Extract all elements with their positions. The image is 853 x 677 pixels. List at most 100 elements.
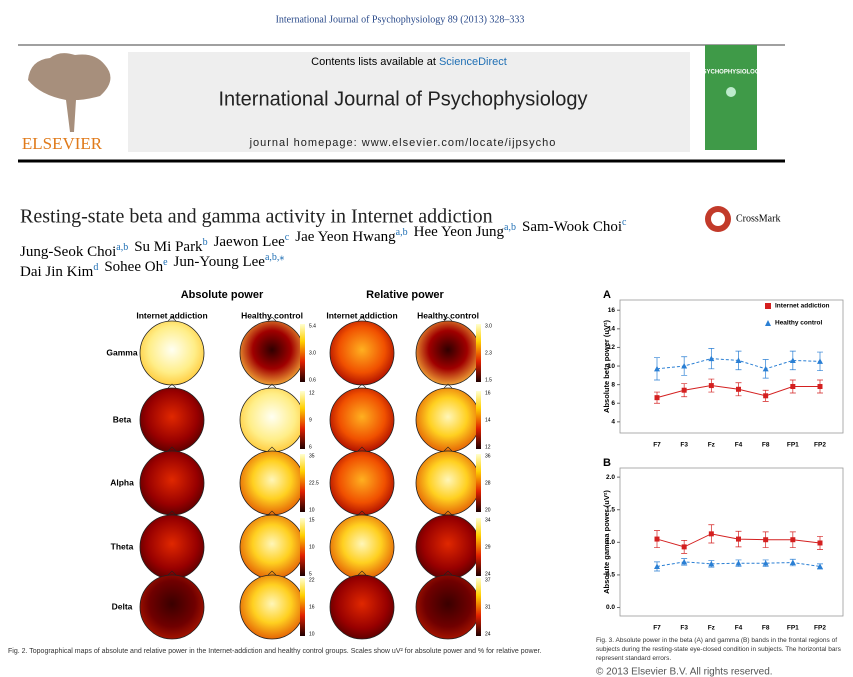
row-label: Gamma <box>106 347 137 357</box>
colorbar-label: 22.5 <box>309 480 319 486</box>
colorbar-label: 35 <box>309 453 315 459</box>
colorbar-label: 0.6 <box>309 377 316 383</box>
topomap <box>415 574 481 640</box>
group-label: Relative power <box>366 289 444 301</box>
colorbar-label: 16 <box>309 604 315 610</box>
topomap <box>329 387 395 453</box>
nose <box>443 510 453 516</box>
colorbar-label: 3.0 <box>309 350 316 356</box>
nose <box>357 446 367 452</box>
point <box>681 558 688 565</box>
point <box>736 536 741 542</box>
nose <box>267 510 277 516</box>
x-tick-label: FP2 <box>814 442 826 449</box>
topomap <box>415 320 481 386</box>
topomap <box>415 387 481 453</box>
article-title: Resting-state beta and gamma activity in… <box>20 206 493 228</box>
authors-line: Dai Jin Kimd Sohee Ohe Jun-Young Leea,b,⁎ <box>20 252 284 280</box>
colorbar-label: 28 <box>485 480 491 486</box>
colorbar-label: 12 <box>309 390 315 396</box>
figure-3: A Absolute beta power (uV²)4 6 8 10 12 14 16 F7 F… <box>602 289 844 632</box>
legend-label: Internet addiction <box>775 303 830 310</box>
topomap <box>139 450 205 516</box>
x-tick-label: FP1 <box>787 442 799 449</box>
caption-line: subjects during the resting-state eye-cl… <box>596 646 842 653</box>
author: Dai Jin Kimd <box>20 262 98 280</box>
copyright: © 2013 Elsevier B.V. All rights reserved… <box>596 667 773 677</box>
author-name: Jun-Young Lee <box>174 254 266 270</box>
nose <box>167 510 177 516</box>
y-tick-label: 0.5 <box>606 572 615 579</box>
colorbar-label: 14 <box>485 417 491 423</box>
point <box>789 357 796 363</box>
topomap <box>239 514 305 580</box>
panel-label: B <box>603 457 611 469</box>
author-name: Sam-Wook Choi <box>522 219 622 235</box>
point <box>790 537 796 543</box>
colorbar-label: 5 <box>309 571 312 577</box>
author: Sam-Wook Choic <box>522 217 627 235</box>
x-tick-label: F4 <box>735 442 743 449</box>
sciencedirect-link[interactable]: ScienceDirect <box>439 56 507 68</box>
banner-box <box>128 52 690 152</box>
point <box>681 387 687 393</box>
legend-marker <box>765 320 771 326</box>
author-affiliation: c <box>285 232 290 243</box>
topomap <box>329 514 395 580</box>
row-label: Beta <box>113 414 132 424</box>
contents-prefix: Contents lists available at <box>311 56 436 68</box>
legend-label: Healthy control <box>775 320 823 327</box>
nose <box>267 316 277 322</box>
nose <box>357 383 367 389</box>
author: Jun-Young Leea,b,⁎ <box>174 252 285 270</box>
author: Su Mi Parkb <box>134 237 207 255</box>
y-axis-title: Absolute gamma power (uV²) <box>602 490 611 594</box>
crossmark[interactable]: CrossMark <box>705 206 780 232</box>
nose <box>267 570 277 576</box>
topomap <box>239 450 305 516</box>
nose <box>167 316 177 322</box>
colorbar <box>476 324 481 382</box>
topomap <box>239 320 305 386</box>
colorbar <box>476 391 481 449</box>
colorbar <box>300 391 305 449</box>
topomap <box>415 514 481 580</box>
crossmark-label: CrossMark <box>736 213 780 224</box>
column-label: Healthy control <box>417 310 479 320</box>
author-name: Sohee Oh <box>104 259 163 275</box>
y-tick-label: 2.0 <box>606 474 615 481</box>
topomap <box>239 387 305 453</box>
topomap <box>139 320 205 386</box>
colorbar-label: 12 <box>485 444 491 450</box>
contents-line: Contents lists available at ScienceDirec… <box>311 56 507 68</box>
caption-line: represent standard errors. <box>596 655 671 662</box>
x-tick-label: FP2 <box>814 625 826 632</box>
colorbar-label: 22 <box>309 577 315 583</box>
point <box>654 536 660 542</box>
elsevier-logo: ELSEVIER <box>20 52 120 153</box>
point <box>708 531 714 537</box>
colorbar-label: 24 <box>485 571 491 577</box>
y-tick-label: 8 <box>611 381 615 388</box>
journal-cover: PSYCHOPHYSIOLOGY <box>698 45 764 150</box>
nose <box>443 383 453 389</box>
colorbar <box>300 518 305 576</box>
colorbar-label: 16 <box>485 390 491 396</box>
author: Hee Yeon Junga,b <box>414 222 516 240</box>
point <box>762 560 769 566</box>
colorbar-label: 9 <box>309 417 312 423</box>
group-label: Absolute power <box>181 289 264 301</box>
point <box>763 537 769 543</box>
colorbar-label: 10 <box>309 631 315 637</box>
y-tick-label: 14 <box>608 326 616 333</box>
colorbar-label: 24 <box>485 631 491 637</box>
homepage[interactable]: journal homepage: www.elsevier.com/locat… <box>249 137 557 149</box>
point <box>654 395 660 401</box>
legend-marker <box>765 303 771 309</box>
nose <box>443 316 453 322</box>
nose <box>167 446 177 452</box>
nose <box>167 570 177 576</box>
point <box>708 560 715 567</box>
